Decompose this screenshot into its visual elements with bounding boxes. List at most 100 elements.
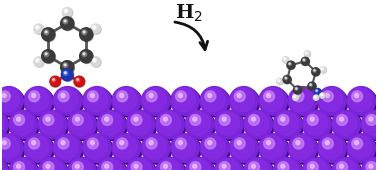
Circle shape [275, 112, 304, 141]
Circle shape [0, 91, 10, 102]
Circle shape [278, 80, 279, 81]
Circle shape [11, 159, 39, 170]
Circle shape [322, 68, 323, 69]
Circle shape [82, 30, 87, 35]
Circle shape [337, 114, 347, 125]
Circle shape [55, 88, 84, 117]
Circle shape [287, 62, 295, 70]
Circle shape [305, 52, 308, 54]
Circle shape [284, 58, 285, 59]
Circle shape [275, 159, 304, 170]
Circle shape [0, 88, 19, 112]
Circle shape [42, 50, 56, 63]
Circle shape [43, 162, 54, 170]
Circle shape [36, 58, 39, 62]
Circle shape [55, 88, 78, 112]
Circle shape [172, 88, 195, 112]
Circle shape [38, 110, 67, 139]
Circle shape [0, 135, 19, 159]
Circle shape [157, 112, 186, 141]
Circle shape [348, 88, 372, 112]
Circle shape [171, 134, 199, 162]
Circle shape [315, 90, 318, 92]
Circle shape [65, 10, 67, 11]
Circle shape [216, 112, 245, 141]
Circle shape [17, 117, 20, 121]
Circle shape [120, 94, 124, 97]
Circle shape [105, 164, 108, 168]
Circle shape [98, 159, 122, 170]
Circle shape [0, 135, 25, 164]
Circle shape [201, 88, 225, 112]
Circle shape [62, 70, 74, 81]
Circle shape [231, 135, 260, 164]
Circle shape [369, 164, 373, 168]
Circle shape [120, 141, 124, 145]
Circle shape [290, 135, 313, 159]
Circle shape [37, 27, 38, 28]
Circle shape [321, 68, 324, 70]
Circle shape [68, 110, 96, 139]
Circle shape [187, 112, 215, 141]
Circle shape [163, 117, 167, 121]
Circle shape [231, 88, 260, 117]
Circle shape [260, 88, 289, 117]
Circle shape [322, 91, 333, 102]
Circle shape [64, 9, 68, 13]
Circle shape [231, 135, 254, 159]
Circle shape [65, 72, 66, 74]
Circle shape [55, 135, 84, 164]
Circle shape [325, 94, 329, 97]
Circle shape [97, 110, 125, 139]
Circle shape [347, 87, 375, 115]
Circle shape [193, 117, 197, 121]
Circle shape [333, 159, 357, 170]
Circle shape [58, 138, 69, 149]
Circle shape [69, 112, 98, 141]
Circle shape [349, 88, 377, 117]
Circle shape [200, 134, 229, 162]
Circle shape [310, 84, 311, 85]
Circle shape [355, 94, 359, 97]
Circle shape [314, 70, 315, 71]
Circle shape [44, 52, 49, 57]
Circle shape [376, 87, 378, 115]
Circle shape [52, 78, 56, 82]
Circle shape [63, 19, 68, 24]
Circle shape [322, 138, 333, 149]
Circle shape [61, 61, 74, 74]
Circle shape [319, 88, 348, 117]
Circle shape [73, 162, 83, 170]
Circle shape [76, 78, 80, 82]
Circle shape [156, 110, 184, 139]
Circle shape [64, 64, 66, 66]
Circle shape [40, 159, 68, 170]
Circle shape [50, 76, 60, 87]
Circle shape [290, 88, 313, 112]
Circle shape [278, 79, 280, 82]
Circle shape [178, 94, 183, 97]
Circle shape [45, 31, 47, 33]
Circle shape [237, 94, 241, 97]
Circle shape [288, 62, 291, 65]
Circle shape [0, 159, 10, 170]
Circle shape [143, 88, 166, 112]
Circle shape [319, 135, 342, 159]
Circle shape [11, 112, 39, 141]
Circle shape [314, 88, 321, 95]
Circle shape [339, 117, 344, 121]
Circle shape [143, 88, 172, 117]
Circle shape [304, 112, 327, 135]
Circle shape [193, 164, 197, 168]
Circle shape [37, 59, 38, 61]
Circle shape [99, 159, 127, 170]
Circle shape [333, 159, 362, 170]
Circle shape [77, 79, 78, 80]
Circle shape [90, 141, 94, 145]
Circle shape [229, 87, 258, 115]
Circle shape [229, 134, 258, 162]
Circle shape [283, 57, 289, 63]
Circle shape [43, 114, 54, 125]
Circle shape [9, 110, 37, 139]
Circle shape [302, 58, 310, 66]
